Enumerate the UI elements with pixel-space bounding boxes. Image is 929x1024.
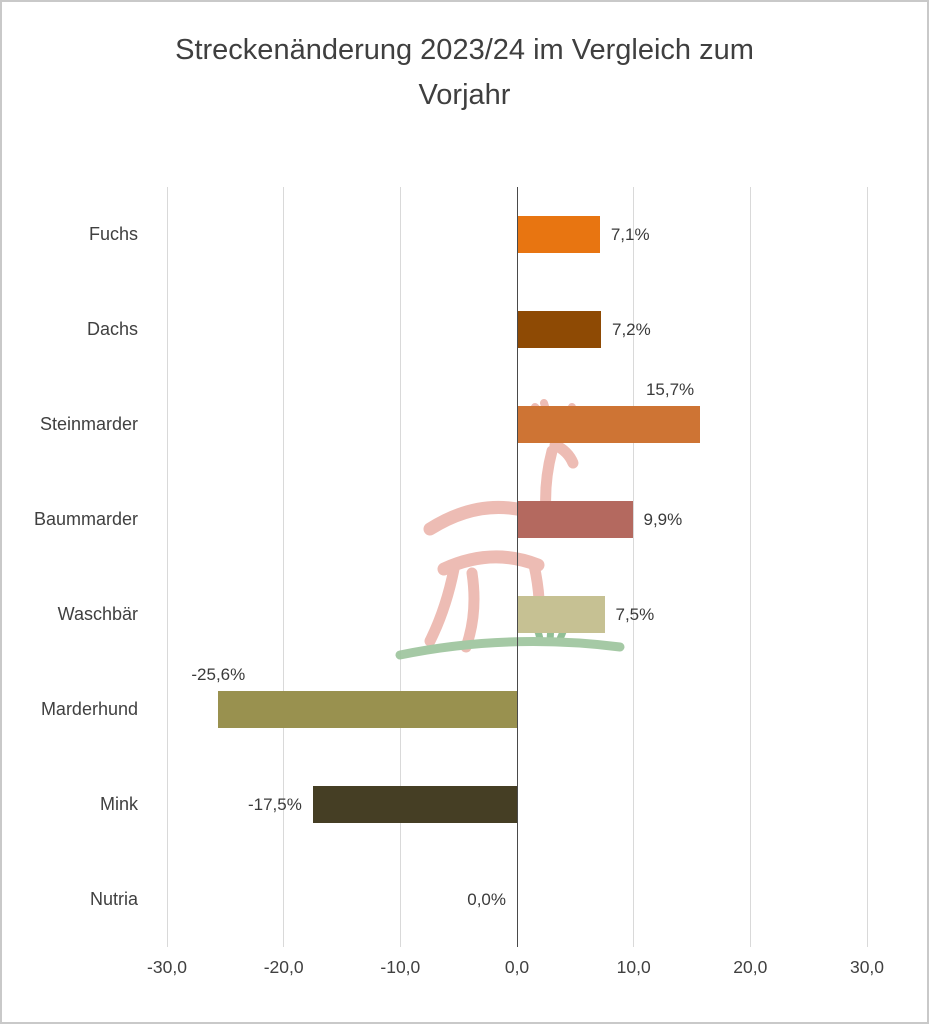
- plot-area: 7,1% 7,2% 15,7% 9,9% 7,5% -25,6% -17,5% 0,0%: [166, 187, 868, 947]
- chart-title-line2: Vorjahr: [418, 78, 511, 111]
- bar-mink: [312, 786, 517, 823]
- category-label-nutria: Nutria: [89, 889, 138, 909]
- category-label-mink: Mink: [99, 794, 138, 814]
- value-label-nutria: 0,0%: [467, 889, 506, 909]
- bar-waschbar: [517, 596, 605, 633]
- value-label-waschbar: 7,5%: [615, 604, 655, 624]
- bar-marderhund: [218, 691, 517, 728]
- bar-dachs: [517, 311, 601, 348]
- x-tick-label: 10,0: [616, 957, 651, 977]
- x-tick-label: 30,0: [849, 957, 885, 977]
- category-label-baummarder: Baummarder: [33, 509, 138, 529]
- bar-steinmarder: [517, 406, 701, 443]
- category-label-marderhund: Marderhund: [40, 699, 138, 719]
- x-tick-label: -10,0: [380, 957, 421, 977]
- value-label-marderhund: -25,6%: [191, 665, 246, 684]
- value-label-mink: -17,5%: [247, 794, 302, 814]
- bar-baummarder: [517, 501, 633, 538]
- gridline: [633, 187, 635, 947]
- gridline: [166, 187, 168, 947]
- x-tick-label: 20,0: [733, 957, 768, 977]
- value-label-dachs: 7,2%: [612, 319, 651, 339]
- x-axis: -30,0 -20,0 -10,0 0,0 10,0 20,0 30,0: [147, 957, 884, 981]
- gridline: [866, 187, 868, 947]
- category-label-fuchs: Fuchs: [88, 224, 138, 244]
- value-label-baummarder: 9,9%: [643, 509, 683, 529]
- category-label-waschbar: Waschbär: [57, 604, 138, 624]
- gridline: [749, 187, 751, 947]
- zero-axis-line: [516, 187, 518, 947]
- category-axis: Fuchs Dachs Steinmarder Baummarder Waschbär M…: [2, 187, 153, 947]
- bar-fuchs: [517, 216, 600, 253]
- gridline: [283, 187, 285, 947]
- chart-title: Streckenänderung 2023/24 im Vergleich zu…: [2, 28, 927, 118]
- x-tick-label: -20,0: [263, 957, 304, 977]
- value-label-steinmarder: 15,7%: [645, 380, 695, 399]
- gridline: [399, 187, 401, 947]
- category-label-dachs: Dachs: [86, 319, 138, 339]
- value-label-fuchs: 7,1%: [610, 224, 650, 244]
- chart-title-line1: Streckenänderung 2023/24 im Vergleich zu…: [175, 34, 754, 66]
- x-tick-label: 0,0: [504, 957, 530, 977]
- x-tick-label: -30,0: [147, 957, 187, 977]
- category-label-steinmarder: Steinmarder: [39, 414, 138, 434]
